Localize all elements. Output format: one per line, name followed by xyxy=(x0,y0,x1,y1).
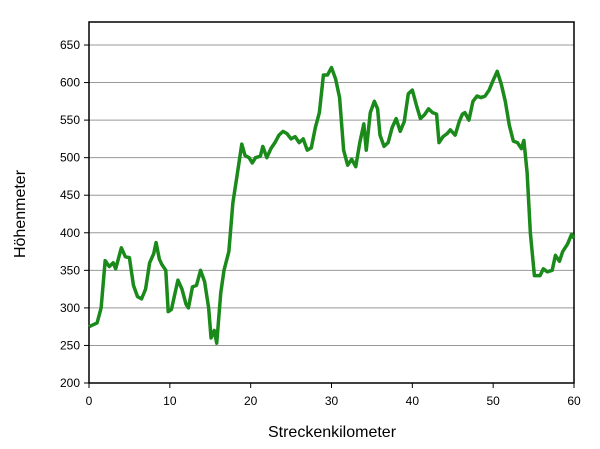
y-tick-label: 200 xyxy=(60,376,80,390)
y-tick-label: 400 xyxy=(60,226,80,240)
x-tick-label: 0 xyxy=(86,394,93,408)
y-tick-label: 300 xyxy=(60,301,80,315)
x-tick-label: 50 xyxy=(486,394,500,408)
y-tick-label: 600 xyxy=(60,76,80,90)
x-axis-title: Streckenkilometer xyxy=(268,424,397,441)
plot-frame xyxy=(88,21,575,384)
y-tick-label: 550 xyxy=(60,113,80,127)
y-tick-label: 250 xyxy=(60,338,80,352)
line-series xyxy=(88,65,576,345)
x-tick-label: 60 xyxy=(567,394,581,408)
y-tick-label: 450 xyxy=(60,188,80,202)
y-tick-label: 500 xyxy=(60,151,80,165)
x-tick-label: 10 xyxy=(163,394,177,408)
y-tick-label: 350 xyxy=(60,263,80,277)
x-tick-label: 40 xyxy=(406,394,420,408)
x-tick-label: 20 xyxy=(244,394,258,408)
x-tick-label: 30 xyxy=(325,394,339,408)
y-tick-label: 650 xyxy=(60,38,80,52)
y-axis-title: Höhenmeter xyxy=(12,169,29,258)
